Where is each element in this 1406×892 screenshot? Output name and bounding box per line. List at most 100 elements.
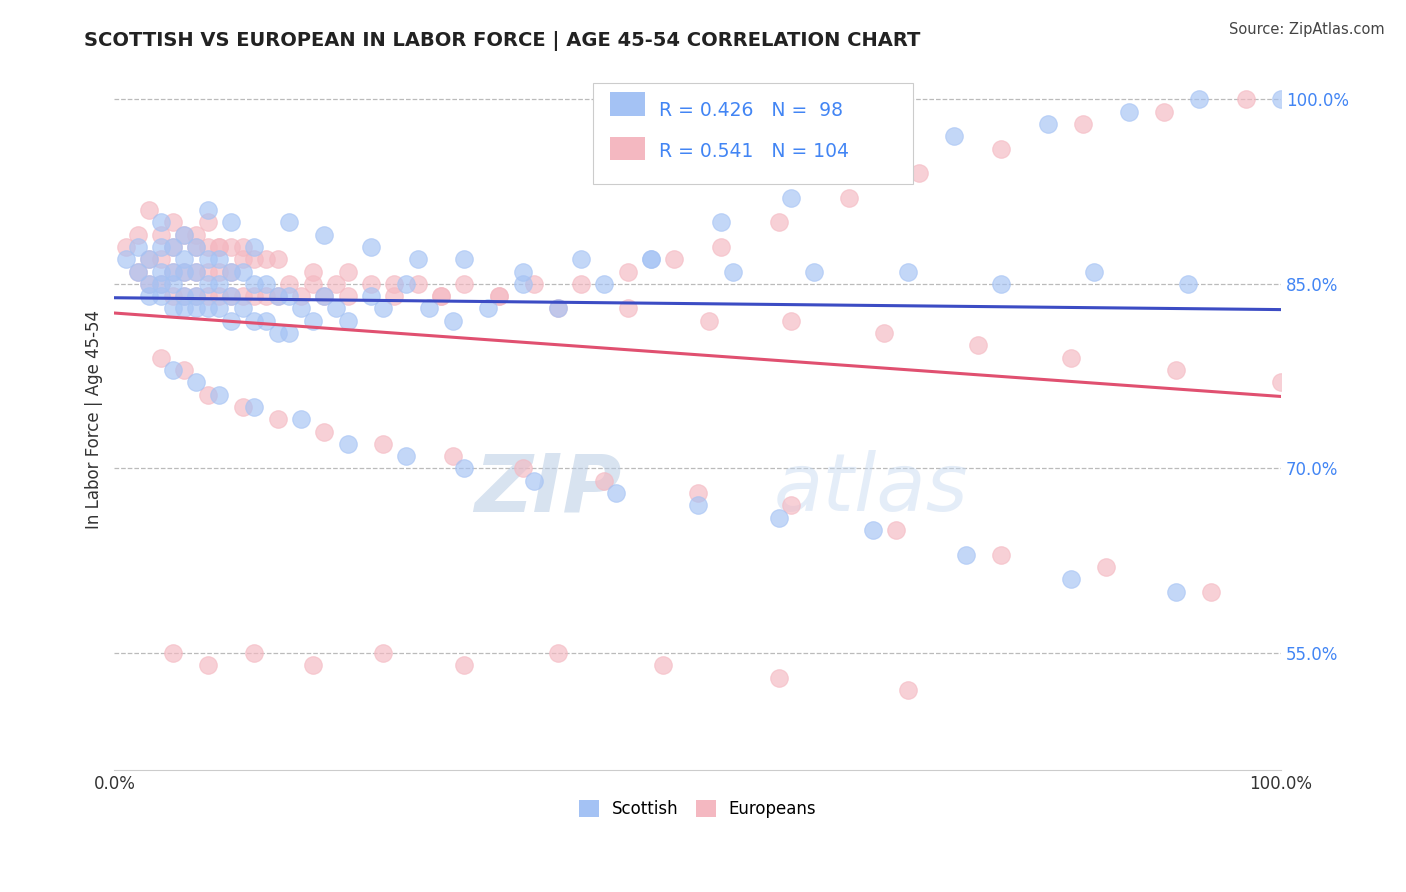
Point	[243, 646, 266, 660]
Point	[651, 658, 673, 673]
Point	[127, 264, 149, 278]
Point	[664, 252, 686, 267]
Point	[197, 252, 219, 267]
Point	[138, 277, 160, 291]
Text: ZIP: ZIP	[474, 450, 621, 528]
Point	[418, 301, 440, 316]
Point	[267, 289, 290, 303]
Point	[1188, 92, 1211, 106]
Point	[569, 277, 592, 291]
Point	[547, 301, 569, 316]
Point	[360, 277, 382, 291]
Point	[197, 289, 219, 303]
Point	[138, 252, 160, 267]
Point	[184, 240, 207, 254]
Point	[780, 191, 803, 205]
Point	[768, 671, 790, 685]
Point	[138, 252, 160, 267]
Point	[301, 277, 323, 291]
Point	[955, 548, 977, 562]
Point	[512, 277, 534, 291]
Point	[336, 264, 359, 278]
Point	[360, 240, 382, 254]
Point	[254, 277, 277, 291]
Point	[1164, 584, 1187, 599]
Point	[768, 510, 790, 524]
Point	[908, 166, 931, 180]
Point	[1270, 376, 1292, 390]
Point	[1060, 572, 1083, 586]
Point	[862, 523, 884, 537]
Point	[547, 646, 569, 660]
Point	[395, 449, 418, 463]
Point	[278, 277, 301, 291]
Point	[278, 289, 301, 303]
Point	[336, 289, 359, 303]
Point	[162, 363, 184, 377]
Point	[430, 289, 453, 303]
Point	[593, 277, 616, 291]
Point	[710, 240, 733, 254]
Point	[686, 499, 709, 513]
Text: R = 0.426   N =  98: R = 0.426 N = 98	[659, 102, 844, 120]
Point	[278, 215, 301, 229]
Point	[441, 449, 464, 463]
Point	[197, 202, 219, 217]
Point	[547, 301, 569, 316]
Point	[325, 301, 347, 316]
Point	[184, 301, 207, 316]
FancyBboxPatch shape	[610, 93, 645, 116]
Point	[640, 252, 662, 267]
Point	[512, 461, 534, 475]
Point	[173, 252, 195, 267]
Point	[173, 289, 195, 303]
Point	[382, 277, 405, 291]
Point	[873, 326, 896, 340]
Point	[593, 474, 616, 488]
Point	[1177, 277, 1199, 291]
Point	[336, 314, 359, 328]
Point	[184, 289, 207, 303]
Point	[197, 277, 219, 291]
Point	[219, 215, 242, 229]
Point	[314, 425, 336, 439]
Text: atlas: atlas	[773, 450, 969, 528]
Point	[314, 289, 336, 303]
Point	[884, 523, 907, 537]
FancyBboxPatch shape	[593, 83, 914, 185]
Point	[1153, 104, 1175, 119]
Point	[197, 658, 219, 673]
Point	[267, 289, 290, 303]
Point	[138, 289, 160, 303]
Point	[208, 289, 231, 303]
Point	[197, 301, 219, 316]
Point	[162, 240, 184, 254]
Point	[325, 277, 347, 291]
Point	[616, 301, 638, 316]
Point	[184, 376, 207, 390]
Point	[1036, 117, 1059, 131]
Point	[162, 264, 184, 278]
Point	[184, 240, 207, 254]
Point	[301, 314, 323, 328]
Point	[173, 363, 195, 377]
Point	[267, 412, 290, 426]
Point	[314, 289, 336, 303]
Point	[721, 264, 744, 278]
Point	[406, 277, 429, 291]
Point	[162, 301, 184, 316]
Point	[395, 277, 418, 291]
Point	[219, 289, 242, 303]
Point	[150, 289, 173, 303]
Point	[267, 252, 290, 267]
Point	[243, 314, 266, 328]
Point	[219, 314, 242, 328]
Point	[184, 227, 207, 242]
Text: R = 0.541   N = 104: R = 0.541 N = 104	[659, 142, 849, 161]
Point	[173, 264, 195, 278]
Point	[243, 400, 266, 414]
Point	[232, 264, 254, 278]
Point	[686, 486, 709, 500]
Point	[336, 437, 359, 451]
Point	[1234, 92, 1257, 106]
